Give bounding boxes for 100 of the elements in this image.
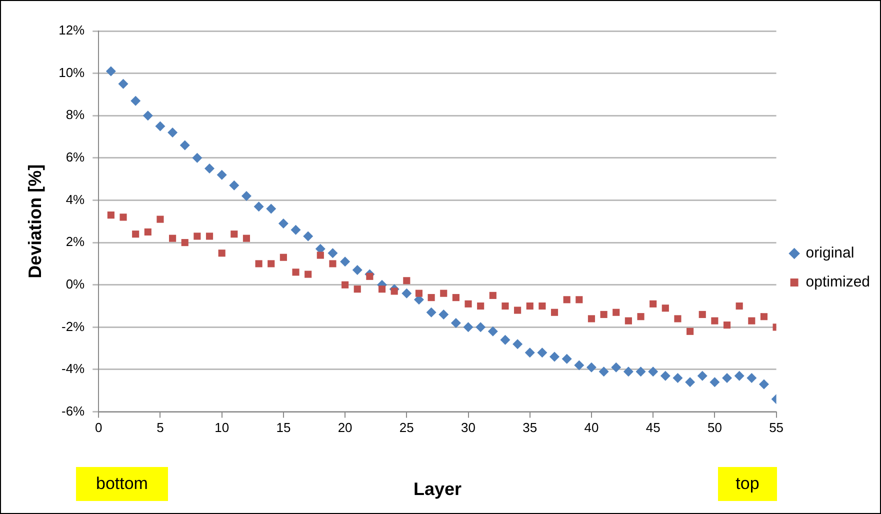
x-tick-label: 30 [461,420,476,436]
point [438,309,449,320]
point [612,308,620,316]
point [292,268,300,276]
point [415,290,423,297]
point [106,66,116,76]
point [181,239,188,246]
point [748,317,756,324]
legend-label: optimized [806,274,870,291]
point [636,366,646,377]
point [142,110,153,121]
point [328,248,338,258]
point [290,224,301,235]
x-tick-label: 15 [276,420,291,436]
point [760,313,768,320]
point [118,78,128,89]
point [723,322,731,329]
x-tick-label: 20 [338,420,352,436]
point [402,288,412,298]
y-tick-label: -4% [61,361,86,376]
point [477,302,484,310]
point [255,260,262,268]
legend-label: original [806,244,854,262]
point [204,164,215,174]
point [340,256,350,267]
point [107,212,114,219]
text: top [718,467,777,501]
point [672,372,683,383]
point [352,265,362,276]
point [280,254,287,261]
point [229,180,240,190]
point [304,270,312,278]
point [624,317,632,324]
point [650,300,657,308]
point [489,292,496,299]
point [611,362,622,372]
y-tick-label: -2% [61,318,86,334]
point [623,366,634,377]
point [697,370,708,381]
point [144,228,152,236]
point [390,288,398,295]
point [452,294,460,302]
point [648,366,658,377]
point [192,152,202,163]
point [598,366,609,377]
point [514,306,522,314]
point [216,170,227,180]
point [734,370,744,381]
x-tick-label: 35 [522,420,538,436]
point [156,216,164,223]
point [426,307,436,318]
point [120,214,127,221]
text: bottom [76,467,168,501]
point [588,315,596,322]
point [660,370,670,381]
point [218,250,226,257]
point [600,310,608,318]
point [316,252,324,259]
point [662,304,669,312]
point [500,334,510,345]
point [538,302,546,310]
y-tick-label: 2% [66,234,86,250]
point [378,286,386,293]
point [230,230,238,238]
point [130,96,141,106]
point [329,260,336,268]
point [464,300,472,308]
point [354,286,361,293]
y-tick-label: 8% [66,107,86,122]
point [674,315,682,322]
point [450,318,461,328]
point [366,272,374,280]
point [711,317,718,324]
point [512,339,523,350]
x-tick-label: 25 [399,420,414,436]
point [758,379,769,390]
point [574,360,584,370]
point [563,296,570,304]
point [132,230,140,238]
point [576,296,583,304]
point [524,348,535,358]
point [488,326,498,336]
x-tick-label: 40 [584,420,599,436]
x-tick-label: 0 [95,420,102,436]
y-axis-title: Deviation [%] [24,164,45,278]
x-axis-title: Layer [413,479,462,500]
point [746,372,757,383]
x-tick-label: 55 [769,420,784,436]
point [241,191,252,202]
point [537,348,548,358]
point [268,260,275,268]
x-tick-label: 5 [156,420,164,436]
point [303,231,314,242]
y-tick-label: -6% [61,403,86,418]
point [242,234,250,242]
point [206,232,214,240]
point [502,302,509,310]
point [194,232,201,240]
point [428,294,435,302]
point [722,372,732,383]
